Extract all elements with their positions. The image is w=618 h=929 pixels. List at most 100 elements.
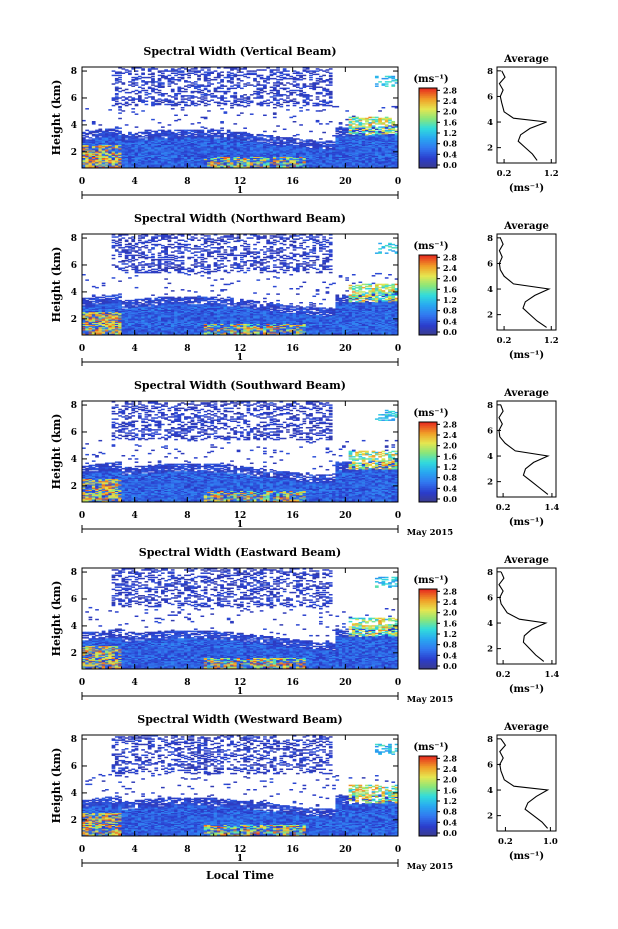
heatmap-cell [194,96,198,97]
heatmap-cell [306,147,310,148]
heatmap-cell [158,90,162,91]
heatmap-cell [263,135,267,136]
heatmap-cell [286,82,290,83]
heatmap-cell [85,130,89,131]
heatmap-cell [118,81,122,82]
heatmap-cell [177,93,181,94]
heatmap-cell [319,138,323,139]
heatmap-cell [171,104,175,105]
colorbar-swatch [419,118,437,120]
heatmap-cell [382,107,386,108]
heatmap-cell [266,103,270,104]
heatmap-cell [260,92,264,93]
heatmap-cell [98,124,102,125]
heatmap-cell [385,124,389,125]
heatmap-cell [217,97,221,98]
heatmap-cell [131,91,135,92]
heatmap-cell [118,91,122,92]
heatmap-cell [125,92,129,93]
heatmap-cell [217,87,221,88]
colorbar-tick-label: 2.0 [443,107,457,117]
heatmap-cell [326,140,330,141]
heatmap-cell [204,85,208,86]
heatmap-cell [151,96,155,97]
heatmap-cell [391,132,395,133]
colorbar-tick-label: 2.8 [443,85,457,95]
heatmap-cell [141,84,145,85]
heatmap-cell [263,69,267,70]
heatmap-cell [243,132,247,133]
heatmap-cell [161,85,165,86]
heatmap-cell [145,101,149,102]
heatmap-cell [352,116,356,117]
heatmap-cell [293,98,297,99]
heatmap-cell [85,136,89,137]
heatmap-cell [135,259,139,260]
heatmap-cell [187,95,191,96]
heatmap-cell [270,102,274,103]
heatmap-cell [243,74,247,75]
heatmap-cell [326,144,330,145]
heatmap-cell [253,85,257,86]
heatmap-cell [322,95,326,96]
heatmap-cell [283,99,287,100]
heatmap-cell [293,116,297,117]
heatmap-cell [280,88,284,89]
heatmap-cell [151,119,155,120]
heatmap-cell [158,133,162,134]
heatmap-cell [102,285,106,286]
heatmap-cell [359,118,363,119]
x-tick-label: 16 [286,177,299,187]
heatmap-cell [174,133,178,134]
average-x-tick-label: 1.2 [544,169,559,179]
heatmap-cell [299,79,303,80]
heatmap-cell [303,105,307,106]
heatmap-cell [217,135,221,136]
heatmap-cell [98,129,102,130]
heatmap-cell [299,110,303,111]
heatmap-cell [125,272,129,273]
heatmap-cell [345,110,349,111]
average-y-tick-label: 4 [487,118,493,128]
heatmap-cell [118,112,122,113]
heatmap-cell [125,89,129,90]
heatmap-cell [345,127,349,128]
heatmap-cell [194,103,198,104]
colorbar-swatch [419,132,437,134]
average-y-tick-label: 6 [487,92,493,102]
heatmap-cell [306,70,310,71]
heatmap-cell [118,106,122,107]
heatmap-cell [289,90,293,91]
heatmap-cell [191,73,195,74]
heatmap-cell [365,118,369,119]
heatmap-cell [92,298,96,299]
heatmap-cell [391,126,395,127]
heatmap-cell [168,85,172,86]
heatmap-cell [115,87,119,88]
colorbar-swatch [419,152,437,154]
heatmap-cell [293,135,297,136]
heatmap-cell [98,303,102,304]
heatmap-cell [108,298,112,299]
heatmap-cell [391,106,395,107]
heatmap-cell [289,76,293,77]
heatmap-cell [138,91,142,92]
heatmap-cell [316,87,320,88]
heatmap-cell [233,104,237,105]
heatmap-cell [131,263,135,264]
heatmap-cell [128,259,132,260]
heatmap-cell [138,95,142,96]
panel-2: Spectral Width (Northward Beam)24680 4 8 12… [50,212,559,366]
heatmap-cell [177,136,181,137]
heatmap-cell [141,90,145,91]
heatmap-cell [145,135,149,136]
heatmap-cell [355,126,359,127]
heatmap-cell [145,92,149,93]
colorbar-swatch [419,130,437,132]
heatmap-cell [184,104,188,105]
heatmap-cell [210,99,214,100]
heatmap-cell [303,99,307,100]
heatmap-cell [131,82,135,83]
heatmap-cell [118,135,122,136]
heatmap-cell [135,136,139,137]
